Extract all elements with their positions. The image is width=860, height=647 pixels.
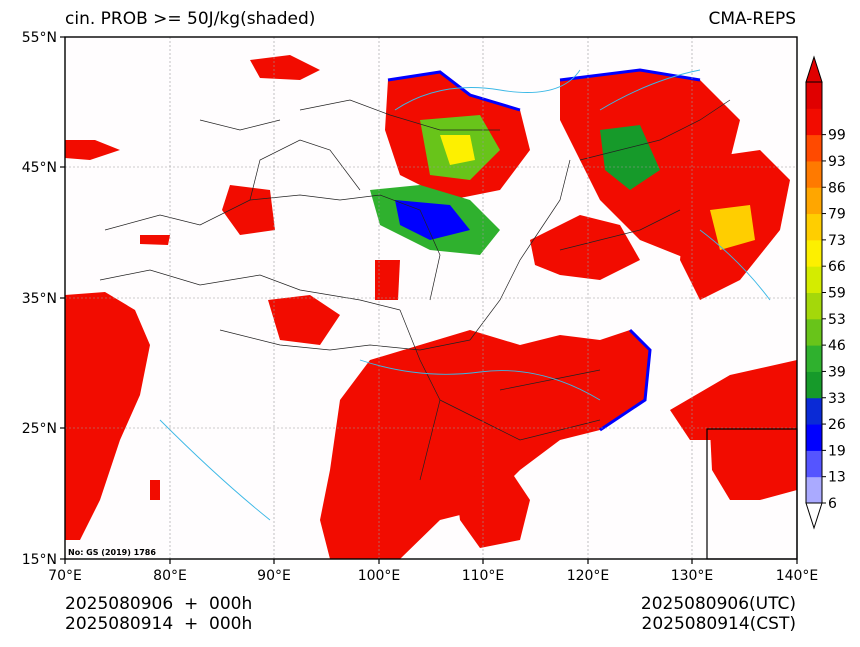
review-number: No: GS (2019) 1786 (68, 548, 156, 557)
lon-label: 70°E (48, 568, 82, 584)
init-time-block: 2025080906 + 000h 2025080914 + 000h (65, 594, 252, 634)
colorbar-segment (806, 424, 822, 451)
colorbar-segment (806, 239, 822, 267)
colorbar-tick-label: 39 (828, 364, 846, 380)
colorbar-tick-label: 59 (828, 286, 846, 302)
lon-label: 90°E (257, 568, 291, 584)
init-line-utc: 2025080906 + 000h (65, 594, 253, 614)
colorbar-segment (806, 108, 822, 136)
lon-label: 80°E (153, 568, 187, 584)
lat-label: 25°N (22, 421, 57, 437)
colorbar-segment (806, 82, 822, 109)
colorbar-tick-label: 26 (828, 417, 846, 433)
colorbar-tick-label: 93 (828, 154, 846, 170)
colorbar-tick-label: 79 (828, 207, 846, 223)
colorbar-max-arrow (805, 55, 823, 83)
lat-label: 55°N (22, 30, 57, 46)
lon-label: 120°E (567, 568, 610, 584)
lat-label: 45°N (22, 160, 57, 176)
probability-shading (65, 55, 797, 559)
latitude-labels: 55°N 45°N 35°N 25°N 15°N (22, 30, 57, 568)
lon-label: 100°E (358, 568, 401, 584)
colorbar-tick-label: 33 (828, 391, 846, 407)
lat-label: 35°N (22, 291, 57, 307)
colorbar-tick-label: 99 (828, 128, 846, 144)
colorbar-segment (806, 266, 822, 293)
colorbar: 6 13 19 26 33 39 46 53 59 66 73 79 86 93 99 (805, 55, 846, 530)
lat-label: 15°N (22, 552, 57, 568)
colorbar-segment (806, 187, 822, 215)
colorbar-tick-label: 73 (828, 233, 846, 249)
colorbar-min-arrow (805, 502, 823, 530)
colorbar-tick-label: 13 (828, 470, 846, 486)
colorbar-segment (806, 450, 822, 478)
colorbar-tick-label: 53 (828, 312, 846, 328)
valid-line-cst: 2025080914(CST) (641, 614, 796, 634)
grid-lines (65, 37, 797, 559)
colorbar-segment (806, 318, 822, 346)
river-lines (159, 69, 771, 521)
colorbar-segment (806, 134, 822, 162)
colorbar-tick-label: 86 (828, 180, 846, 196)
border-lines (99, 99, 731, 481)
colorbar-segment (806, 371, 822, 399)
axis-ticks (60, 36, 798, 564)
model-name: CMA-REPS (708, 9, 796, 29)
valid-line-utc: 2025080906(UTC) (640, 594, 796, 614)
colorbar-segment (806, 292, 822, 320)
valid-time-block: 2025080906(UTC) 2025080914(CST) (641, 594, 796, 634)
lon-label: 130°E (671, 568, 714, 584)
colorbar-tick-label: 46 (828, 338, 846, 354)
colorbar-tick-label: 66 (828, 259, 846, 275)
colorbar-segment (806, 476, 822, 504)
colorbar-segment (806, 160, 822, 188)
init-line-cst: 2025080914 + 000h (65, 614, 253, 634)
longitude-labels: 70°E 80°E 90°E 100°E 110°E 120°E 130°E 1… (48, 568, 818, 584)
colorbar-segment (806, 213, 822, 241)
lon-label: 110°E (462, 568, 505, 584)
map-title: cin. PROB >= 50J/kg(shaded) (65, 9, 316, 29)
colorbar-segment (806, 345, 822, 372)
colorbar-tick-label: 19 (828, 443, 846, 459)
lon-label: 140°E (776, 568, 819, 584)
colorbar-tick-label: 6 (828, 496, 837, 512)
colorbar-segment (806, 397, 822, 425)
